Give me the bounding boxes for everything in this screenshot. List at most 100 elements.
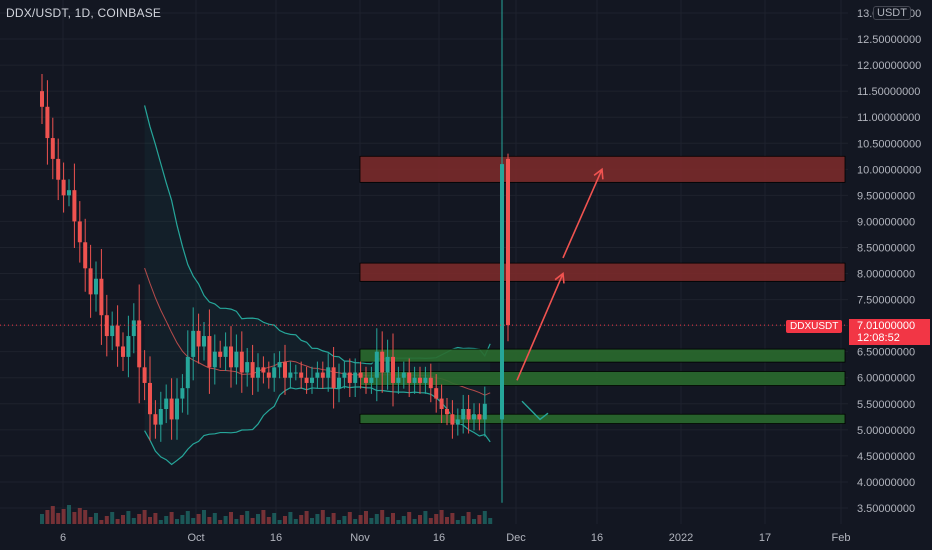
volume-bars <box>40 505 493 524</box>
volume-bar <box>358 515 363 524</box>
volume-bar <box>126 511 131 524</box>
volume-bar <box>45 510 50 524</box>
last-candle <box>506 158 510 326</box>
price-tick-label: 6.00000000 <box>857 373 915 385</box>
volume-bar <box>391 513 395 524</box>
volume-bar <box>283 516 287 524</box>
volume-bar <box>191 518 196 524</box>
candle <box>50 138 55 159</box>
volume-bar <box>353 519 358 524</box>
support-zone <box>359 371 846 386</box>
price-tick-label: 12.50000000 <box>857 34 921 46</box>
volume-bar <box>229 512 233 524</box>
candle <box>126 336 131 357</box>
support-zone <box>359 413 846 424</box>
price-tick-label: 11.00000000 <box>857 112 920 124</box>
price-tick-label: 12.00000000 <box>857 60 921 72</box>
volume-bar <box>482 511 487 524</box>
candle <box>72 190 77 222</box>
currency-badge[interactable]: USDT <box>873 6 911 20</box>
candle <box>304 377 309 383</box>
price-tick-label: 6.50000000 <box>857 347 915 359</box>
volume-bar <box>455 520 460 524</box>
candle <box>439 398 444 409</box>
candle <box>239 351 244 373</box>
candle <box>315 372 320 378</box>
last-price-value: 7.01000000 <box>857 320 916 332</box>
candle <box>207 336 212 368</box>
candle <box>347 372 352 383</box>
volume-bar <box>407 512 412 524</box>
price-tick-label: 8.00000000 <box>857 269 915 281</box>
candle <box>202 336 206 347</box>
volume-bar <box>77 508 82 524</box>
spike-candle <box>500 164 504 420</box>
time-tick-label: 16 <box>433 532 445 544</box>
time-axis[interactable]: 6 Oct 16 Nov 16 Dec 16 2022 17 Feb <box>60 532 851 544</box>
volume-bar <box>326 517 331 524</box>
candle <box>94 278 98 295</box>
candle <box>293 372 298 374</box>
time-tick-label: Nov <box>350 532 370 544</box>
volume-bar <box>385 517 390 524</box>
candle <box>461 409 466 420</box>
price-tick-label: 7.50000000 <box>857 295 915 307</box>
volume-bar <box>445 517 449 524</box>
candle <box>374 351 379 378</box>
volume-bar <box>121 515 125 524</box>
volume-bar <box>99 520 104 524</box>
candle <box>266 372 271 378</box>
candle <box>212 351 217 368</box>
volume-bar <box>115 519 120 524</box>
candle <box>185 356 190 389</box>
volume-bar <box>418 515 422 524</box>
candle <box>434 388 439 399</box>
candle <box>153 414 158 425</box>
volume-bar <box>153 513 158 524</box>
candle <box>223 346 228 357</box>
arrow-to-8-head <box>554 271 565 284</box>
candle <box>283 362 287 378</box>
volume-bar <box>218 520 223 524</box>
candle <box>83 242 88 269</box>
volume-bar <box>223 516 228 524</box>
candle <box>423 377 428 383</box>
volume-bar <box>250 518 255 524</box>
candle <box>401 372 406 378</box>
volume-bar <box>67 505 71 524</box>
volume-bar <box>461 516 466 524</box>
volume-bar <box>239 515 244 524</box>
candle <box>385 356 390 373</box>
volume-bar <box>320 510 325 524</box>
candle <box>472 414 476 420</box>
candle <box>164 398 169 409</box>
volume-bar <box>83 510 88 524</box>
candle <box>331 367 336 389</box>
price-axis[interactable]: 13.0000000012.5000000012.0000000011.5000… <box>857 8 921 515</box>
candle <box>326 367 331 378</box>
candle <box>45 106 50 139</box>
candle <box>261 367 266 373</box>
price-tick-label: 3.50000000 <box>857 503 915 515</box>
candle <box>380 351 385 373</box>
candle <box>364 377 368 383</box>
candle <box>353 372 358 383</box>
candle <box>412 377 417 383</box>
resistance-zone <box>359 262 846 282</box>
volume-bar <box>315 514 320 524</box>
volume-bar <box>164 516 169 524</box>
volume-bar <box>331 513 336 524</box>
candle <box>455 419 460 425</box>
price-tick-label: 5.00000000 <box>857 425 915 437</box>
volume-bar <box>169 512 174 524</box>
candle <box>418 377 422 383</box>
volume-bar <box>245 511 250 524</box>
candle <box>137 320 142 368</box>
price-tick-label: 10.00000000 <box>857 164 921 176</box>
candle <box>358 372 363 378</box>
candle <box>299 372 304 378</box>
volume-bar <box>304 511 309 524</box>
price-tick-label: 8.50000000 <box>857 242 915 254</box>
candle <box>148 382 152 415</box>
